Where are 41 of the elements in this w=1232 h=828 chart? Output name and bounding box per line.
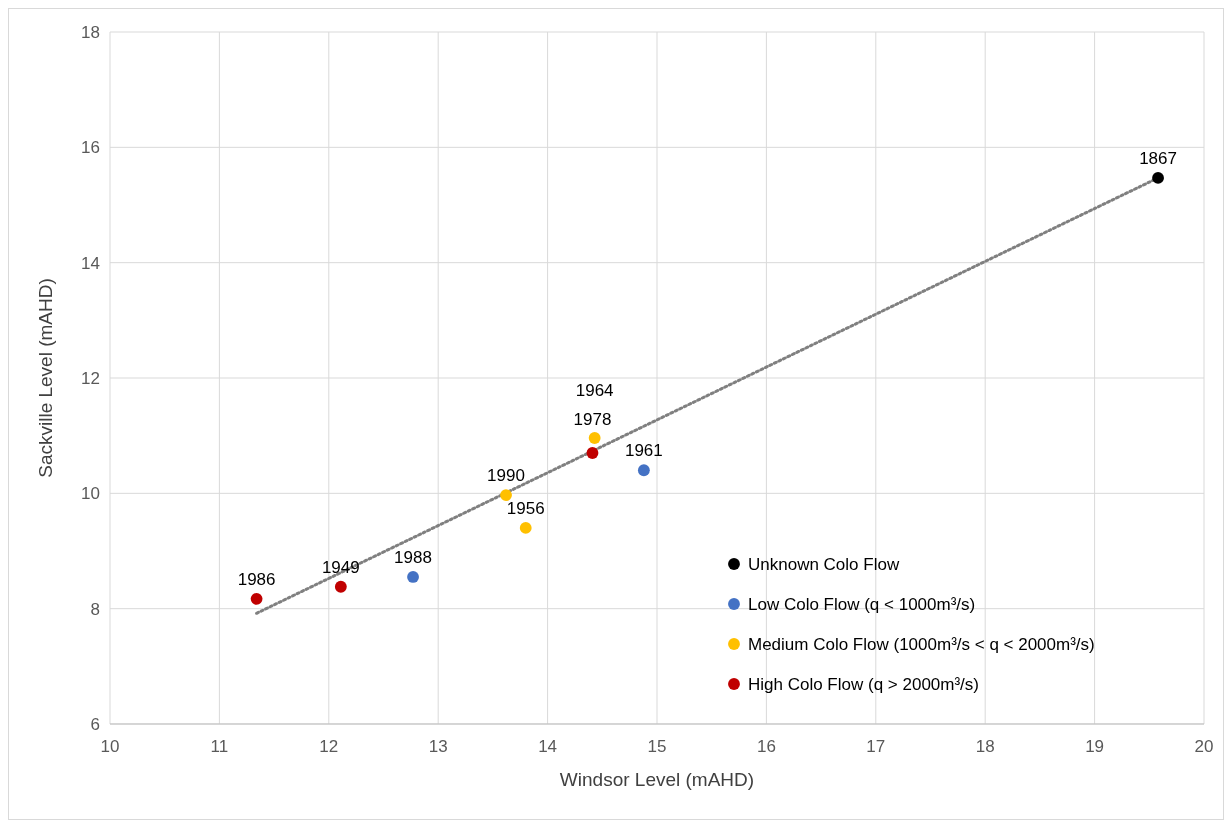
point <box>637 464 650 477</box>
legend-label: Low Colo Flow (q < 1000m³/s) <box>748 595 976 614</box>
point <box>407 571 419 583</box>
y-tick-label: 18 <box>81 23 100 42</box>
point <box>334 580 347 593</box>
y-tick-label: 8 <box>90 599 100 619</box>
annotation: 1986 <box>237 569 276 589</box>
annotation: 1867 <box>1139 148 1177 168</box>
point <box>500 489 512 501</box>
legend-label: High Colo Flow (q > 2000m³/s) <box>748 675 980 694</box>
x-tick-label: 16 <box>756 737 776 756</box>
legend-label: Unknown Colo Flow <box>748 555 900 574</box>
point <box>588 432 601 444</box>
annotation: 1949 <box>321 557 360 577</box>
annotation: 1978 <box>573 409 612 429</box>
point <box>250 592 263 605</box>
annotation: 1990 <box>487 466 525 486</box>
y-tick-label: 12 <box>81 369 100 388</box>
x-tick-label: 13 <box>428 737 448 756</box>
x-tick-label: 20 <box>1194 737 1214 756</box>
point <box>519 522 532 534</box>
y-axis-title: Sackville Level (mAHD) <box>35 278 56 478</box>
y-tick-label: 16 <box>81 138 100 158</box>
x-axis-title: Windsor Level (mAHD) <box>559 769 755 790</box>
x-tick-label: 12 <box>319 737 339 756</box>
annotation: 1961 <box>624 441 663 461</box>
x-tick-label: 18 <box>975 737 995 756</box>
y-tick-label: 14 <box>81 253 100 273</box>
x-tick-label: 19 <box>1085 737 1105 756</box>
x-tick-label: 15 <box>647 737 667 756</box>
point <box>586 447 599 459</box>
y-tick-label: 6 <box>90 715 100 734</box>
x-tick-label: 11 <box>210 737 229 756</box>
y-tick-label: 10 <box>81 484 100 504</box>
annotation: 1964 <box>575 380 614 400</box>
point <box>1152 171 1164 184</box>
annotation: 1956 <box>506 498 545 518</box>
legend-label: Medium Colo Flow (1000m³/s < q < 2000m³/s) <box>748 635 1095 654</box>
x-tick-label: 17 <box>866 737 886 756</box>
annotation: 1988 <box>394 547 432 567</box>
x-tick-label: 14 <box>538 737 558 756</box>
